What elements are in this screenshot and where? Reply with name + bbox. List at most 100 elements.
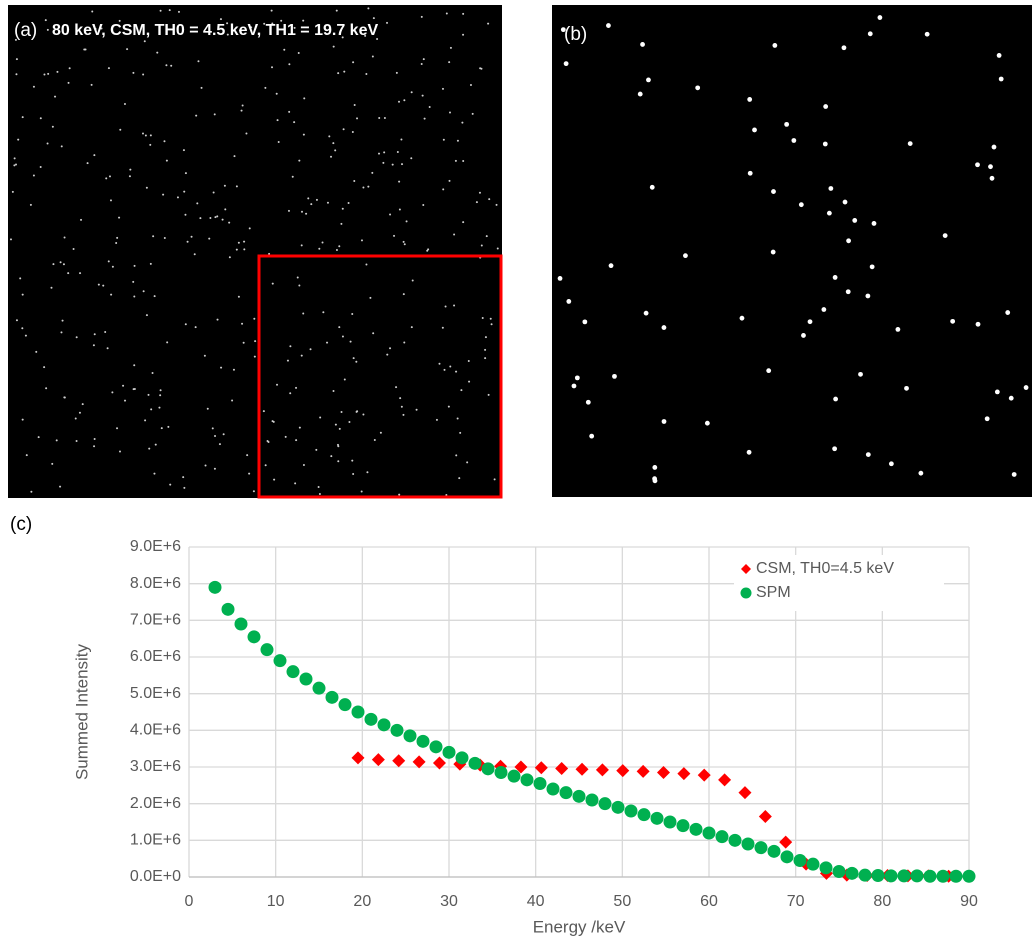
dot	[403, 241, 405, 243]
dot	[872, 221, 877, 226]
dot	[245, 133, 247, 135]
dot	[339, 428, 341, 430]
dot	[91, 84, 93, 86]
dot	[846, 238, 851, 243]
dot	[104, 331, 106, 333]
dot	[462, 221, 464, 223]
dot	[242, 105, 244, 107]
dot	[330, 455, 332, 457]
data-point	[664, 816, 677, 829]
dot	[362, 414, 364, 416]
dot	[411, 326, 413, 328]
dot	[108, 67, 110, 69]
dot	[455, 371, 457, 373]
dot	[341, 411, 343, 413]
legend: CSM, TH0=4.5 keVSPM	[734, 555, 944, 611]
dot	[277, 119, 279, 121]
dot	[144, 40, 146, 42]
dot	[386, 22, 388, 24]
dot	[356, 117, 358, 119]
dot	[488, 394, 490, 396]
dot	[201, 87, 203, 89]
dot	[119, 129, 121, 131]
dot	[476, 201, 478, 203]
dot	[443, 139, 445, 141]
dot	[449, 112, 451, 114]
dot	[163, 140, 165, 142]
data-point	[807, 858, 820, 871]
dot	[271, 10, 273, 12]
dot	[45, 19, 47, 21]
dot	[442, 327, 444, 329]
dot	[80, 219, 82, 221]
x-tick-label: 30	[440, 893, 458, 910]
dot	[421, 63, 423, 65]
dot	[184, 214, 186, 216]
dot	[91, 10, 93, 12]
dot	[243, 241, 245, 243]
dot	[367, 7, 369, 9]
y-tick-label: 7.0E+6	[130, 612, 181, 629]
dot	[285, 436, 287, 438]
dot	[122, 385, 124, 387]
dot	[832, 446, 837, 451]
dot	[146, 314, 148, 316]
dot	[293, 121, 295, 123]
dot	[564, 61, 569, 66]
dot	[303, 97, 305, 99]
dot	[214, 468, 216, 470]
dot	[889, 461, 894, 466]
dot	[75, 418, 77, 420]
dot	[380, 432, 382, 434]
dot	[254, 356, 256, 358]
dot	[791, 138, 796, 143]
dot	[160, 10, 162, 12]
dot	[134, 265, 136, 267]
data-point	[313, 682, 326, 695]
dot	[784, 122, 789, 127]
dot	[301, 211, 303, 213]
dot	[56, 71, 58, 73]
dot	[422, 204, 424, 206]
dot	[195, 115, 197, 117]
dot	[333, 390, 335, 392]
data-point	[898, 869, 911, 882]
dot	[412, 279, 414, 281]
dot	[423, 58, 425, 60]
dot	[462, 160, 464, 162]
dot	[950, 319, 955, 324]
dot	[94, 333, 96, 335]
dot	[45, 387, 47, 389]
dot	[68, 82, 70, 84]
dot	[236, 185, 238, 187]
dot	[1005, 310, 1010, 315]
dot	[348, 202, 350, 204]
dot	[662, 419, 667, 424]
dot	[67, 272, 69, 274]
dot	[327, 202, 329, 204]
dot	[356, 410, 358, 412]
data-point	[586, 794, 599, 807]
dot	[54, 96, 56, 98]
dot	[823, 104, 828, 109]
dot	[462, 34, 464, 36]
dot	[264, 87, 266, 89]
dot	[662, 325, 667, 330]
dot	[572, 384, 577, 389]
dot	[22, 294, 24, 296]
data-point	[469, 757, 482, 770]
dot	[16, 58, 18, 60]
dot	[395, 386, 397, 388]
dot	[30, 204, 32, 206]
dot	[133, 364, 135, 366]
dot	[265, 464, 267, 466]
dot	[424, 118, 426, 120]
panel-label: (c)	[10, 514, 32, 535]
dot	[60, 261, 62, 263]
x-tick-label: 10	[267, 893, 285, 910]
dot	[353, 357, 355, 359]
dot	[342, 208, 344, 210]
dot	[460, 389, 462, 391]
dot	[653, 478, 658, 483]
legend-marker	[741, 588, 752, 599]
